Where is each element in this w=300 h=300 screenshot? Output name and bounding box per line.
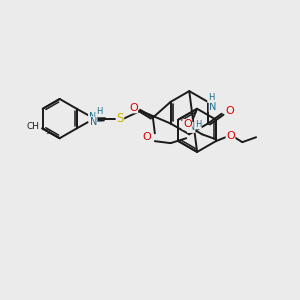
Text: H: H — [208, 94, 214, 103]
Text: N: N — [188, 122, 195, 132]
Text: O: O — [129, 103, 138, 113]
Text: N: N — [90, 117, 97, 127]
Text: O: O — [183, 119, 192, 130]
Text: S: S — [116, 112, 124, 125]
Text: N: N — [88, 112, 96, 122]
Text: 3: 3 — [45, 129, 50, 135]
Text: O: O — [226, 131, 235, 141]
Text: O: O — [225, 106, 234, 116]
Text: CH: CH — [26, 122, 39, 131]
Text: H: H — [96, 107, 102, 116]
Text: N: N — [209, 102, 217, 112]
Text: O: O — [142, 132, 152, 142]
Text: H: H — [195, 120, 201, 129]
